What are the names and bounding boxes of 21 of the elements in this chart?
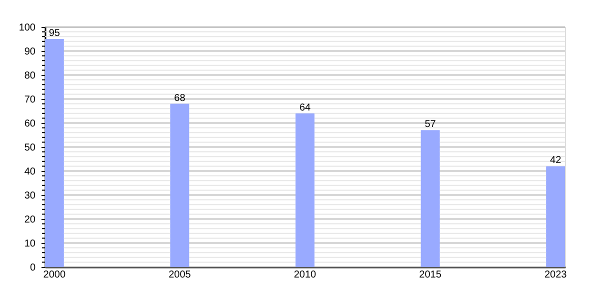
data-label: 64 (299, 102, 311, 114)
y-tick-label: 20 (24, 214, 36, 226)
data-label: 95 (48, 28, 60, 39)
y-tick-label: 60 (24, 118, 36, 130)
x-tick-label: 2005 (168, 270, 192, 280)
x-tick-label: 2023 (544, 270, 568, 280)
x-tick-label: 2000 (43, 270, 66, 280)
data-label: 57 (424, 119, 436, 130)
y-tick-label: 30 (24, 190, 36, 202)
data-label: 42 (550, 155, 562, 166)
y-tick-label: 80 (24, 70, 36, 82)
y-tick-label: 100 (18, 22, 36, 34)
y-tick-label: 40 (24, 166, 36, 178)
x-tick-label: 2015 (419, 270, 442, 280)
y-tick-label: 10 (24, 238, 36, 250)
data-label: 68 (174, 92, 186, 104)
y-tick-label: 90 (24, 46, 36, 58)
y-tick-label: 70 (24, 94, 36, 106)
y-tick-label: 0 (30, 262, 36, 274)
y-tick-label: 50 (24, 142, 36, 154)
x-tick-label: 2010 (294, 270, 317, 280)
